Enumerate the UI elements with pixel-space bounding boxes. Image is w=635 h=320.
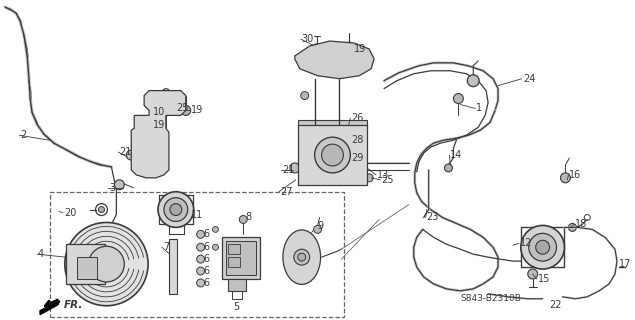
Text: 19: 19	[354, 44, 366, 54]
Text: 21: 21	[282, 165, 294, 175]
Circle shape	[160, 92, 168, 100]
Circle shape	[345, 42, 353, 50]
Circle shape	[145, 116, 153, 124]
Circle shape	[290, 163, 300, 173]
Bar	[227, 241, 256, 275]
Circle shape	[213, 227, 218, 232]
Text: 24: 24	[523, 74, 535, 84]
Circle shape	[301, 92, 309, 100]
Circle shape	[170, 204, 182, 215]
Text: 8: 8	[245, 212, 251, 221]
Polygon shape	[40, 301, 60, 315]
Circle shape	[65, 222, 148, 306]
Text: 19: 19	[190, 105, 203, 116]
Bar	[169, 239, 177, 294]
Text: 6: 6	[204, 266, 210, 276]
Text: 6: 6	[204, 229, 210, 239]
Bar	[77, 257, 97, 279]
Text: 15: 15	[538, 274, 550, 284]
Bar	[229, 257, 240, 267]
Bar	[229, 279, 246, 291]
Circle shape	[98, 207, 105, 212]
Circle shape	[529, 233, 556, 261]
Text: 6: 6	[204, 254, 210, 264]
Text: 3: 3	[109, 183, 116, 193]
Text: 21: 21	[119, 147, 131, 157]
Bar	[521, 228, 565, 267]
Text: 20: 20	[64, 208, 76, 218]
Circle shape	[197, 230, 204, 238]
Circle shape	[166, 106, 176, 116]
Circle shape	[568, 223, 577, 231]
Circle shape	[197, 279, 204, 287]
Ellipse shape	[283, 230, 321, 284]
Circle shape	[467, 75, 479, 87]
Text: 19: 19	[153, 120, 165, 130]
Polygon shape	[298, 125, 367, 185]
Circle shape	[126, 150, 136, 160]
Text: 9: 9	[318, 221, 324, 231]
Text: 25: 25	[381, 175, 394, 185]
Circle shape	[114, 180, 124, 190]
Text: 27: 27	[280, 187, 293, 197]
Circle shape	[365, 174, 373, 182]
Circle shape	[162, 89, 170, 97]
Text: 23: 23	[427, 212, 439, 222]
Bar	[298, 120, 367, 128]
Text: 17: 17	[619, 259, 631, 269]
Text: 18: 18	[575, 220, 587, 229]
Bar	[222, 237, 260, 279]
Text: S843-B2310B: S843-B2310B	[460, 294, 521, 303]
Text: 26: 26	[351, 113, 364, 124]
Circle shape	[521, 225, 565, 269]
Circle shape	[314, 225, 321, 233]
Circle shape	[158, 192, 194, 228]
Bar	[229, 244, 240, 254]
Text: FR.: FR.	[64, 300, 83, 310]
Circle shape	[312, 44, 321, 54]
Circle shape	[453, 93, 464, 103]
Circle shape	[197, 267, 204, 275]
Polygon shape	[131, 91, 186, 178]
Circle shape	[561, 173, 570, 183]
Circle shape	[444, 164, 452, 172]
Circle shape	[528, 269, 538, 279]
Text: 11: 11	[190, 210, 203, 220]
Text: 1: 1	[476, 103, 483, 114]
Text: 29: 29	[351, 153, 364, 163]
Circle shape	[239, 215, 247, 223]
Circle shape	[321, 144, 344, 166]
Text: 7: 7	[163, 242, 169, 252]
Text: 5: 5	[233, 302, 239, 312]
Circle shape	[197, 243, 204, 251]
Circle shape	[294, 249, 310, 265]
Circle shape	[181, 106, 190, 116]
Circle shape	[314, 137, 351, 173]
Circle shape	[89, 246, 124, 282]
Bar	[66, 244, 105, 284]
Bar	[50, 192, 344, 316]
Text: 6: 6	[204, 242, 210, 252]
Text: 25: 25	[176, 103, 189, 114]
Text: 30: 30	[302, 34, 314, 44]
Text: 16: 16	[570, 170, 582, 180]
Circle shape	[164, 198, 188, 221]
Circle shape	[197, 255, 204, 263]
Circle shape	[213, 244, 218, 250]
Bar	[347, 148, 362, 160]
Text: 13: 13	[377, 170, 389, 180]
Text: 4: 4	[38, 249, 44, 259]
Text: 10: 10	[153, 108, 165, 117]
Text: 28: 28	[351, 135, 364, 145]
Polygon shape	[295, 41, 374, 79]
Text: 2: 2	[20, 130, 27, 140]
Text: 22: 22	[549, 300, 562, 310]
Circle shape	[536, 240, 549, 254]
Circle shape	[298, 253, 305, 261]
Bar	[347, 130, 362, 142]
Text: 12: 12	[520, 238, 532, 248]
Text: 14: 14	[450, 150, 463, 160]
Text: 6: 6	[204, 278, 210, 288]
